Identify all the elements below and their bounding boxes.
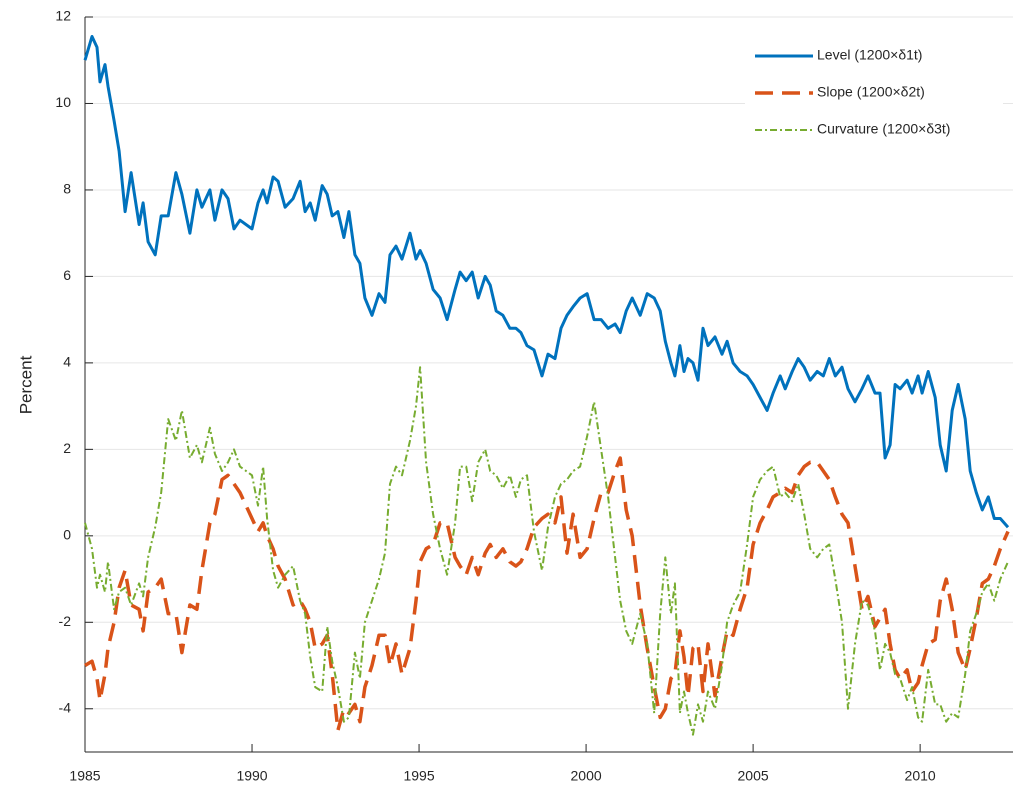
x-tick-label: 2000 (571, 768, 602, 784)
x-tick-label: 2010 (905, 768, 936, 784)
y-tick-label: -4 (59, 699, 72, 715)
x-tick-label: 1995 (403, 768, 434, 784)
y-axis-label: Percent (16, 355, 35, 414)
line-series (84, 366, 1009, 736)
y-tick-label: 0 (63, 527, 71, 543)
y-tick-label: 10 (55, 94, 71, 110)
legend-label: Level (1200×δ1t) (817, 47, 922, 63)
y-tick-label: 6 (63, 267, 71, 283)
y-tick-label: 12 (55, 8, 71, 24)
legend-label: Curvature (1200×δ3t) (817, 121, 950, 137)
y-tick-label: -2 (59, 613, 72, 629)
x-tick-label: 1990 (236, 768, 267, 784)
y-tick-label: 4 (63, 354, 71, 370)
x-tick-label: 1985 (69, 768, 100, 784)
x-tick-label: 2005 (738, 768, 769, 784)
legend-label: Slope (1200×δ2t) (817, 84, 925, 100)
y-tick-label: 8 (63, 181, 71, 197)
line-series (83, 35, 1010, 529)
y-tick-label: 2 (63, 440, 71, 456)
line-series (84, 456, 1010, 733)
